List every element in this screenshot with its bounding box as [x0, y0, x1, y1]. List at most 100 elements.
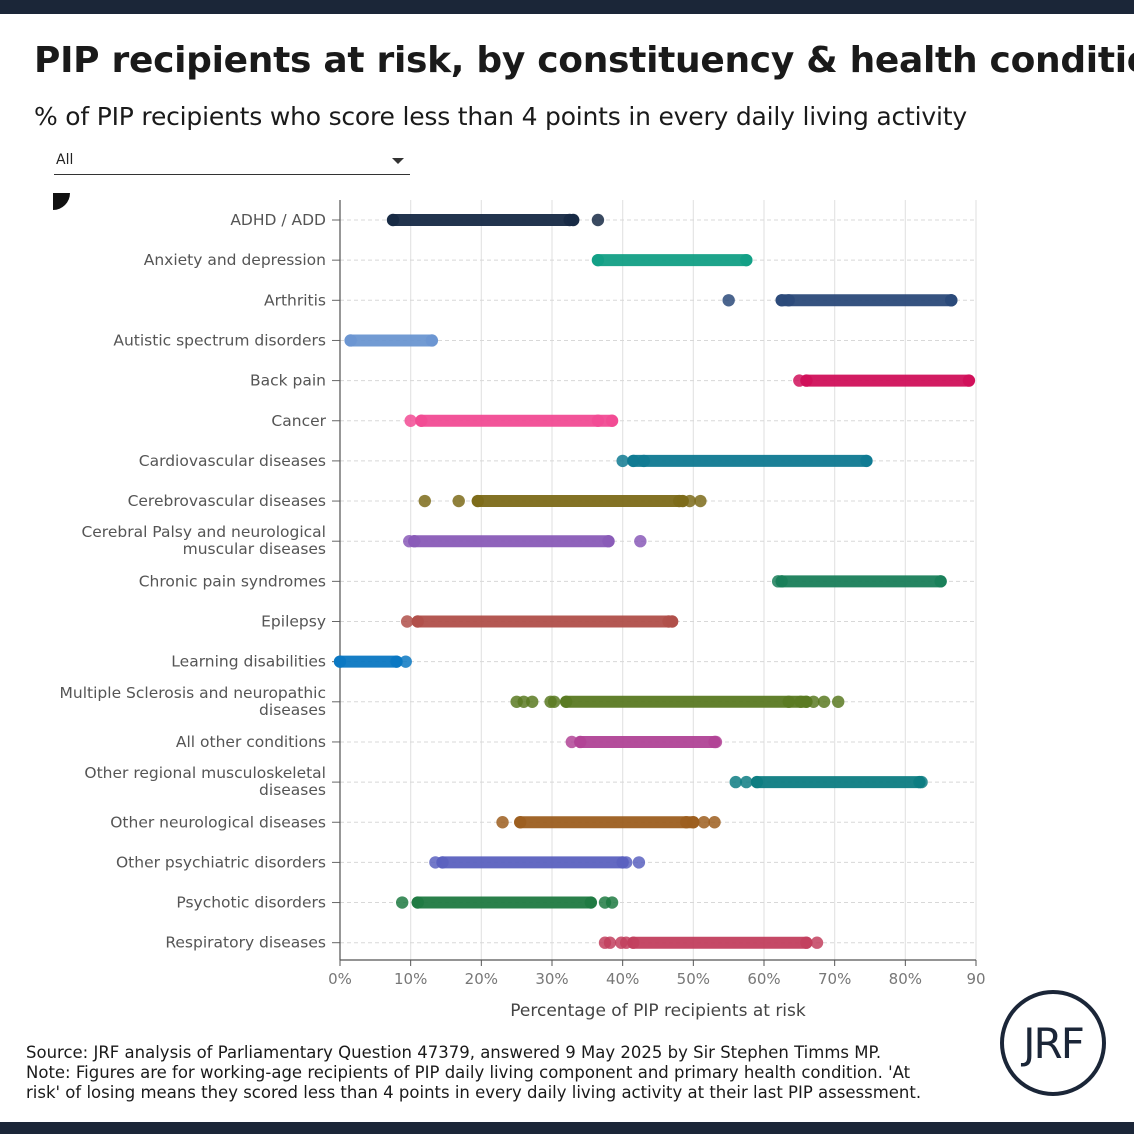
data-point: [514, 816, 527, 829]
data-point: [603, 936, 617, 949]
data-point: [403, 535, 416, 548]
y-tick-label: Learning disabilities: [171, 653, 326, 671]
y-tick-label: diseases: [259, 701, 326, 719]
data-point: [616, 454, 629, 468]
data-point: [425, 334, 439, 347]
data-point: [637, 454, 651, 468]
y-tick-label: muscular diseases: [183, 540, 326, 558]
data-point: [605, 414, 619, 427]
x-axis-title: Percentage of PIP recipients at risk: [510, 1001, 806, 1021]
x-tick-label: 90: [966, 970, 985, 988]
data-point: [627, 454, 640, 468]
data-point: [673, 494, 686, 508]
data-point: [750, 775, 764, 789]
data-point: [683, 494, 696, 508]
data-point: [634, 535, 647, 548]
data-point: [620, 936, 633, 949]
data-point: [793, 374, 806, 387]
note-line-2: risk' of losing means they scored less t…: [26, 1083, 922, 1102]
dropdown-selected-value: All: [56, 152, 74, 168]
data-point: [591, 414, 605, 427]
y-tick-label: Other psychiatric disorders: [116, 853, 326, 871]
y-tick-label: Cerebral Palsy and neurological: [81, 523, 326, 541]
data-point: [817, 695, 831, 708]
bottom-bar: [0, 1122, 1134, 1134]
data-point: [591, 253, 605, 267]
y-tick-label: Respiratory diseases: [165, 934, 326, 952]
y-tick-label: Other neurological diseases: [110, 813, 326, 831]
data-point: [729, 775, 742, 789]
data-point: [694, 494, 707, 508]
data-point: [395, 896, 409, 909]
y-tick-label: Cerebrovascular diseases: [128, 492, 326, 510]
y-tick-label: Other regional musculoskeletal: [84, 764, 326, 782]
data-point: [962, 374, 976, 387]
y-tick-label: All other conditions: [176, 733, 326, 751]
data-point: [810, 936, 824, 949]
data-point: [496, 816, 509, 829]
y-tick-label: Chronic pain syndromes: [139, 572, 326, 590]
data-point: [386, 213, 400, 227]
data-point: [708, 816, 721, 829]
page-title: PIP recipients at risk, by constituency …: [34, 40, 1134, 81]
page-subtitle: % of PIP recipients who score less than …: [34, 102, 967, 131]
note-line-1: Note: Figures are for working-age recipi…: [26, 1063, 911, 1082]
data-point: [740, 253, 753, 267]
x-tick-label: 20%: [465, 970, 498, 988]
data-point: [794, 695, 807, 708]
data-point: [418, 494, 431, 508]
data-point: [563, 213, 576, 227]
y-tick-label: Epilepsy: [261, 613, 326, 631]
x-tick-label: 30%: [535, 970, 568, 988]
top-bar: [0, 0, 1134, 14]
data-point: [807, 695, 820, 708]
x-tick-label: 60%: [747, 970, 780, 988]
data-point: [452, 494, 465, 508]
data-point: [547, 695, 561, 708]
y-tick-label: Arthritis: [264, 291, 326, 309]
dot-plot-chart: ADHD / ADD Anxiety and depression Arthriti…: [60, 200, 986, 1021]
data-point: [429, 856, 442, 869]
data-point: [390, 655, 403, 668]
data-point: [559, 695, 573, 708]
y-tick-label: Multiple Sclerosis and neuropathic: [60, 684, 326, 702]
y-tick-label: Cancer: [271, 412, 326, 430]
data-point: [415, 414, 428, 427]
data-point: [602, 535, 615, 548]
data-point: [605, 896, 619, 909]
chevron-down-icon[interactable]: [392, 158, 404, 164]
data-point: [697, 816, 711, 829]
x-tick-label: 80%: [889, 970, 922, 988]
data-point: [574, 735, 587, 749]
x-tick-label: 50%: [677, 970, 710, 988]
data-point: [860, 454, 873, 468]
data-point: [771, 575, 785, 588]
y-tick-label: Psychotic disorders: [176, 894, 326, 912]
constituency-dropdown[interactable]: All: [54, 148, 410, 175]
data-point: [800, 936, 813, 949]
data-point: [680, 816, 693, 829]
y-tick-label: Anxiety and depression: [144, 251, 326, 269]
data-point: [404, 414, 417, 427]
data-point: [526, 695, 539, 708]
data-point: [740, 775, 753, 789]
data-point: [934, 575, 947, 588]
y-tick-label: ADHD / ADD: [230, 211, 326, 229]
source-line: Source: JRF analysis of Parliamentary Qu…: [26, 1043, 882, 1062]
data-point: [620, 856, 633, 869]
data-point: [591, 213, 605, 227]
data-point: [411, 615, 424, 628]
data-point: [722, 294, 735, 307]
data-point: [709, 735, 723, 749]
data-point: [333, 655, 347, 668]
data-point: [832, 695, 845, 708]
x-tick-label: 0%: [328, 970, 352, 988]
jrf-logo: JRF: [1000, 990, 1106, 1096]
data-point: [584, 896, 598, 909]
data-point: [782, 695, 795, 708]
footer-notes: Source: JRF analysis of Parliamentary Qu…: [26, 1043, 986, 1103]
x-tick-label: 10%: [394, 970, 427, 988]
data-point: [632, 856, 646, 869]
data-point: [782, 294, 795, 307]
data-point: [945, 294, 958, 307]
